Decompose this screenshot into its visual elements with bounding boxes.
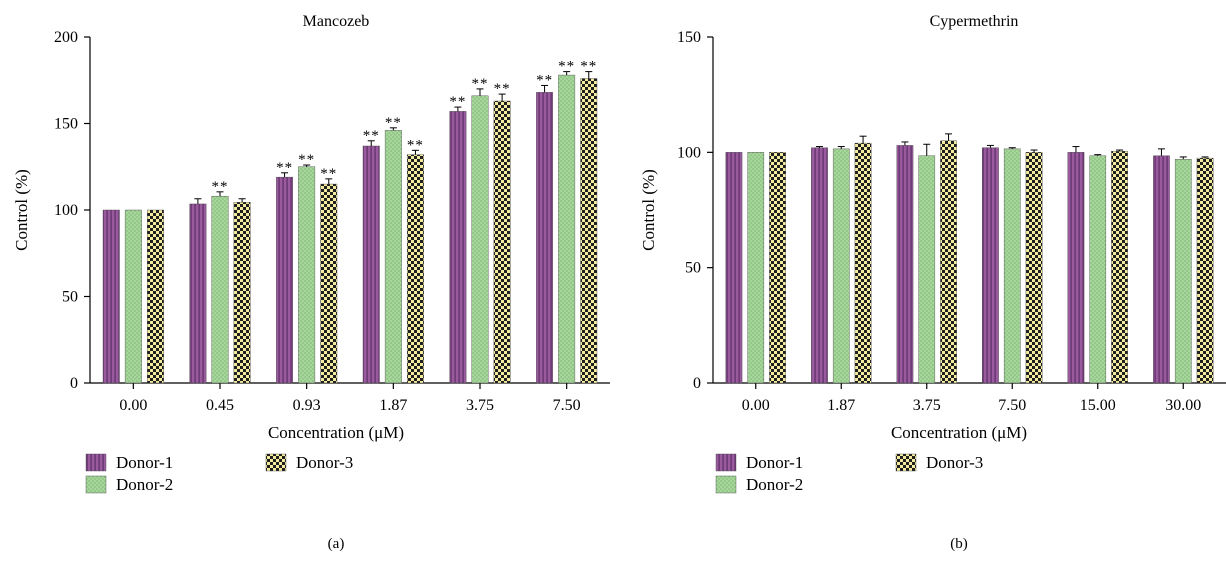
bar-donor-3 — [769, 152, 786, 384]
bar-donor-3 — [854, 142, 872, 384]
chart-panel-mancozeb: Mancozeb 0 50 100 150 200 Control (%) 0.00 0.45 *… — [12, 13, 610, 552]
bar-donor-3 — [1196, 157, 1214, 384]
significance-marker: ** — [212, 179, 229, 195]
y-tick-label: 100 — [54, 202, 78, 219]
significance-marker: ** — [407, 137, 424, 153]
bar-donor-3 — [493, 100, 511, 384]
y-tick-label: 0 — [70, 375, 78, 392]
significance-marker: ** — [298, 152, 315, 168]
legend-label: Donor-3 — [296, 453, 353, 472]
x-tick-label: 7.50 — [998, 397, 1026, 414]
panel-label: (b) — [950, 536, 968, 552]
x-tick-label: 3.75 — [913, 397, 941, 414]
legend-label: Donor-1 — [746, 453, 803, 472]
x-tick-label: 0.93 — [293, 397, 321, 414]
bar-donor-3 — [1025, 152, 1043, 384]
significance-marker: ** — [276, 160, 293, 176]
bar-donor-1 — [449, 111, 467, 384]
x-tick-label: 0.45 — [206, 397, 234, 414]
bar-donor-1 — [1153, 155, 1170, 384]
legend-swatch-donor-2 — [85, 475, 107, 494]
significance-marker: ** — [449, 94, 466, 110]
bar-donor-2 — [918, 155, 936, 384]
bar-donor-1 — [536, 92, 553, 384]
bar-donor-3 — [580, 78, 598, 384]
bar-donor-1 — [276, 176, 294, 384]
bar-donor-2 — [298, 166, 316, 384]
significance-marker: ** — [494, 81, 511, 97]
x-tick-label: 3.75 — [466, 397, 494, 414]
bar-donor-2 — [832, 148, 850, 384]
y-axis-label: Control (%) — [12, 169, 31, 251]
chart-title: Mancozeb — [303, 13, 370, 30]
legend-label: Donor-3 — [926, 453, 983, 472]
y-tick-label: 50 — [62, 289, 78, 306]
bar-donor-1 — [189, 203, 207, 384]
bar-donor-2 — [211, 195, 229, 384]
significance-marker: ** — [580, 59, 597, 75]
bar-donor-1 — [725, 152, 743, 384]
bar-donor-3 — [407, 154, 424, 384]
legend-swatch-donor-1 — [715, 453, 737, 472]
bar-donor-2 — [1174, 159, 1192, 384]
bar-donor-1 — [362, 145, 380, 384]
legend-swatch-donor-1 — [85, 453, 107, 472]
bar-donor-3 — [940, 140, 957, 384]
y-tick-label: 0 — [693, 375, 701, 392]
significance-marker: ** — [385, 115, 402, 131]
bar-donor-1 — [982, 147, 999, 384]
legend-label: Donor-1 — [116, 453, 173, 472]
x-tick-label: 7.50 — [553, 397, 581, 414]
chart-title: Cypermethrin — [930, 13, 1019, 30]
y-tick-label: 150 — [54, 116, 78, 133]
x-tick-label: 15.00 — [1080, 397, 1116, 414]
panel-label: (a) — [328, 536, 345, 552]
legend-swatch-donor-3 — [895, 453, 917, 472]
y-tick-label: 150 — [677, 29, 701, 46]
bar-donor-2 — [384, 130, 402, 384]
significance-marker: ** — [558, 59, 575, 75]
x-tick-label: 0.00 — [119, 397, 147, 414]
y-tick-label: 100 — [677, 144, 701, 161]
bar-donor-3 — [320, 183, 338, 384]
bar-donor-1 — [102, 209, 120, 384]
bar-donor-1 — [896, 145, 914, 384]
bar-donor-2 — [1089, 155, 1107, 384]
bar-donor-2 — [558, 74, 576, 384]
bar-donor-2 — [1003, 148, 1021, 384]
y-tick-label: 200 — [54, 29, 78, 46]
significance-marker: ** — [536, 72, 553, 88]
bar-donor-3 — [1111, 150, 1128, 384]
significance-marker: ** — [363, 128, 380, 144]
x-axis-label: Concentration (μM) — [891, 423, 1027, 442]
x-axis-label: Concentration (μM) — [268, 423, 404, 442]
bar-donor-2 — [747, 152, 765, 384]
y-axis-label: Control (%) — [639, 169, 658, 251]
y-tick-label: 50 — [685, 260, 701, 277]
bar-donor-1 — [1067, 152, 1085, 384]
x-tick-label: 1.87 — [827, 397, 855, 414]
significance-marker: ** — [472, 76, 489, 92]
legend-label: Donor-2 — [746, 475, 803, 494]
chart-panel-cypermethrin: Cypermethrin 0 50 100 150 Control (%) 0.00 1.87… — [639, 13, 1226, 552]
bar-donor-3 — [233, 202, 251, 384]
legend-swatch-donor-2 — [715, 475, 737, 494]
bar-donor-2 — [124, 209, 142, 384]
bar-donor-3 — [146, 209, 164, 384]
legend-label: Donor-2 — [116, 475, 173, 494]
significance-marker: ** — [320, 166, 337, 182]
x-tick-label: 30.00 — [1165, 397, 1201, 414]
bar-donor-1 — [811, 147, 828, 384]
bar-donor-2 — [471, 95, 489, 384]
x-tick-label: 0.00 — [742, 397, 770, 414]
x-tick-label: 1.87 — [379, 397, 407, 414]
legend-swatch-donor-3 — [265, 453, 287, 472]
